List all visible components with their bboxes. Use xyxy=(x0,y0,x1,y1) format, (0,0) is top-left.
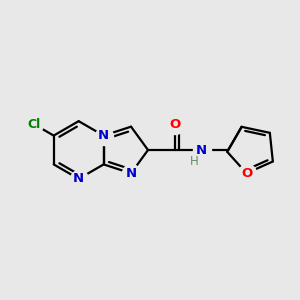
Text: N: N xyxy=(125,167,136,180)
Text: N: N xyxy=(98,129,109,142)
Text: N: N xyxy=(196,143,207,157)
Text: H: H xyxy=(190,155,198,168)
Text: Cl: Cl xyxy=(28,118,41,131)
Text: O: O xyxy=(169,118,180,131)
Text: N: N xyxy=(73,172,84,185)
Text: O: O xyxy=(241,167,252,180)
